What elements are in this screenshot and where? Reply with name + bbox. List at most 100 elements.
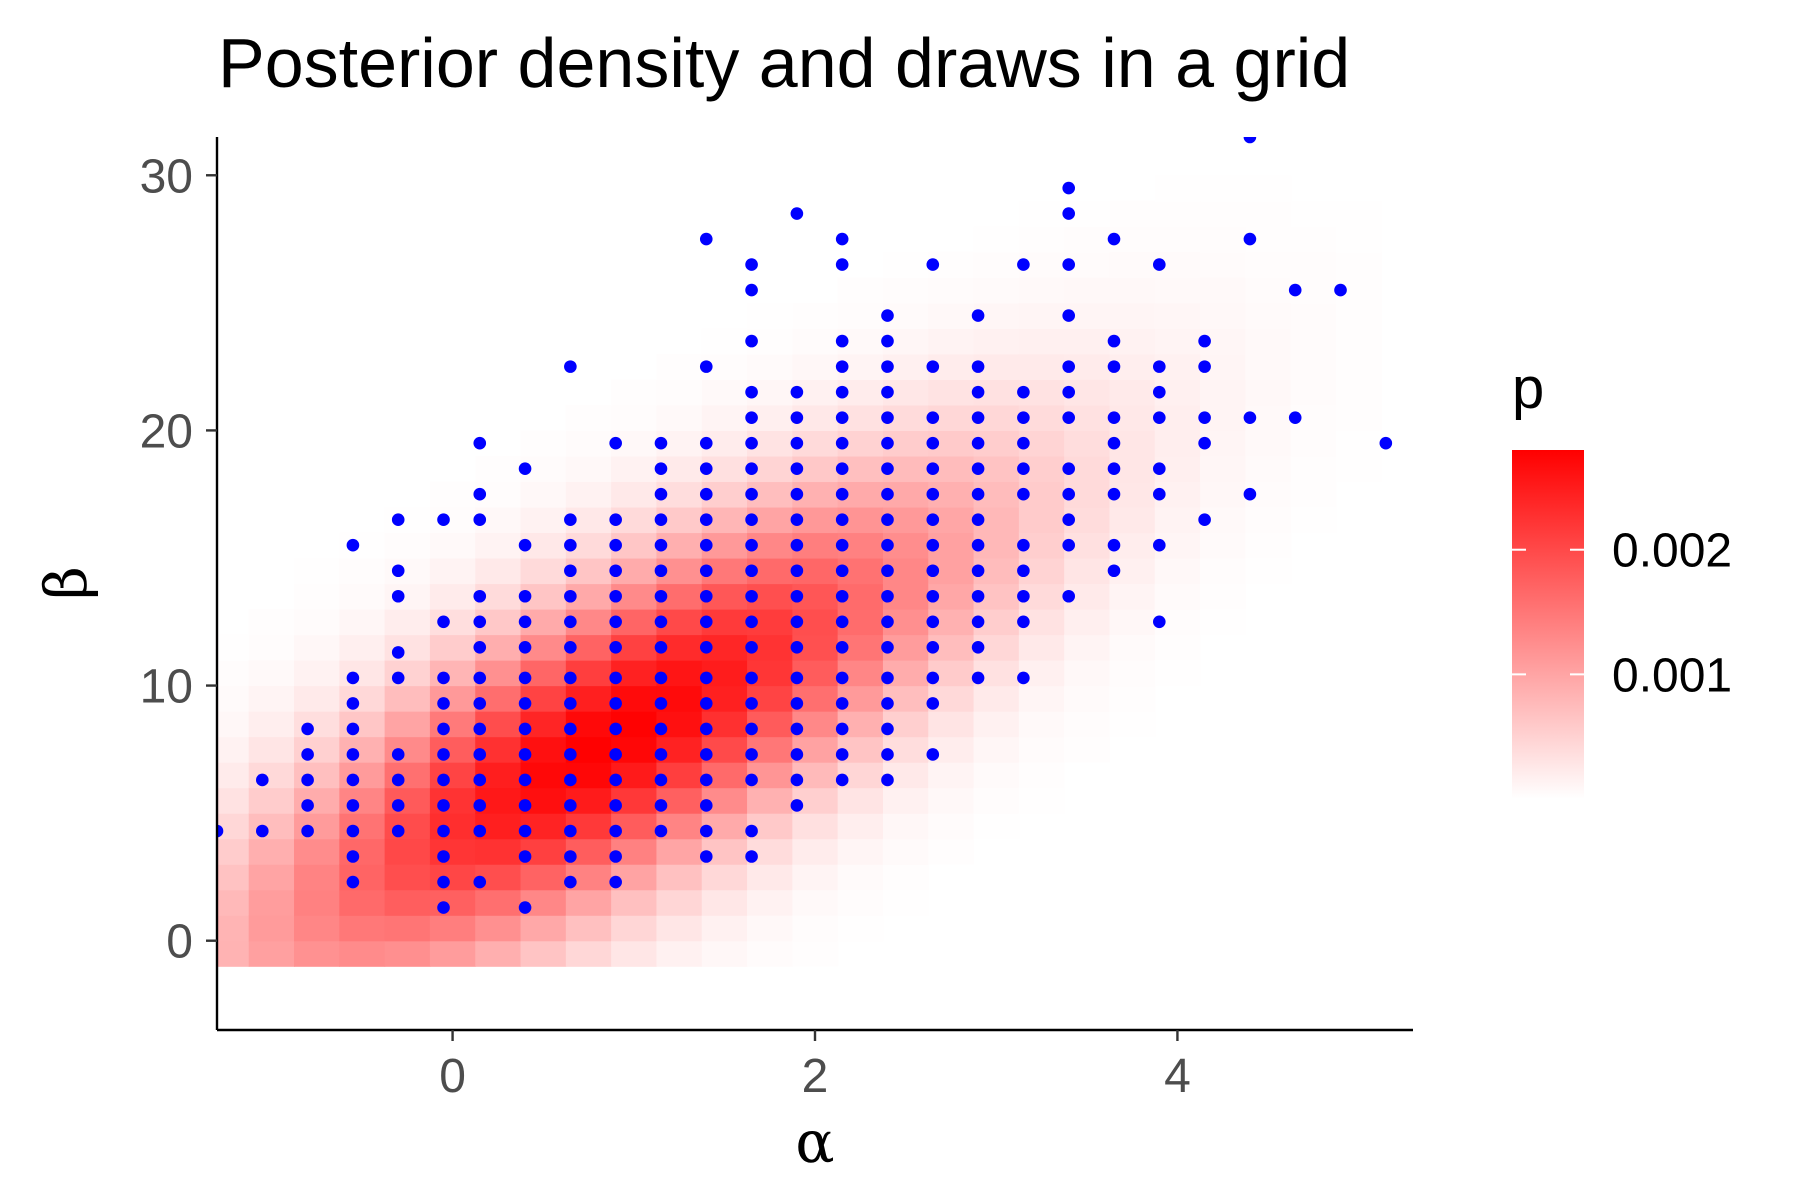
density-tile-92 (429, 889, 476, 916)
density-tile-246 (747, 889, 793, 916)
draw-point-55 (518, 824, 532, 838)
draw-point-254 (1062, 513, 1075, 527)
density-tile-472 (1154, 430, 1201, 457)
density-tile-372 (973, 813, 1020, 840)
draw-point-215 (926, 640, 940, 654)
density-tile-502 (1245, 532, 1292, 559)
draw-point-202 (881, 538, 894, 552)
legend-label-0.002: 0.002 (1612, 525, 1732, 578)
density-tile-193 (611, 404, 658, 432)
density-tile-393 (973, 277, 1020, 304)
density-tile-529 (1290, 200, 1337, 227)
draw-point-137 (745, 748, 758, 761)
density-tile-216 (656, 404, 703, 432)
density-tile-477 (1154, 302, 1201, 329)
draw-point-244 (1017, 564, 1030, 578)
draw-point-12 (346, 773, 360, 787)
y-axis-title: β (32, 566, 100, 600)
density-tile-124 (475, 557, 522, 585)
draw-point-6 (301, 748, 314, 761)
draw-point-152 (745, 334, 758, 348)
density-tile-7 (158, 762, 204, 788)
draw-point-178 (835, 640, 849, 654)
density-tile-15 (217, 864, 250, 891)
density-tile-267 (747, 353, 793, 380)
density-tile-88 (384, 532, 431, 559)
density-tile-298 (837, 864, 884, 891)
density-tile-374 (973, 762, 1020, 789)
draw-point-225 (926, 360, 940, 373)
density-tile-400 (1018, 685, 1065, 712)
draw-point-62 (518, 640, 532, 654)
draw-point-105 (654, 671, 668, 685)
draw-point-9 (346, 850, 360, 863)
density-tile-27 (248, 889, 295, 916)
density-tile-240 (701, 404, 748, 432)
density-tile-524 (1290, 328, 1337, 355)
density-tile-450 (1109, 506, 1156, 534)
draw-point-162 (790, 615, 804, 629)
density-tile-36 (248, 660, 295, 687)
draw-point-221 (926, 487, 940, 501)
draw-point-52 (473, 436, 487, 450)
draw-point-155 (790, 799, 804, 812)
density-tile-520 (1290, 430, 1337, 457)
draw-point-271 (1107, 334, 1121, 348)
density-tile-511 (1245, 302, 1292, 329)
draw-point-28 (437, 875, 450, 889)
density-tile-243 (701, 328, 748, 355)
density-tile-103 (429, 609, 476, 636)
density-tile-8 (158, 737, 204, 763)
draw-point-54 (518, 850, 532, 863)
draw-point-181 (835, 564, 849, 578)
draw-point-222 (926, 462, 940, 475)
draw-point-26 (391, 513, 405, 527)
density-tile-353 (928, 711, 975, 738)
density-tile-512 (1245, 277, 1292, 304)
draw-point-293 (1379, 436, 1393, 450)
density-tile-321 (837, 277, 884, 304)
draw-point-103 (654, 722, 668, 736)
density-tile-34 (248, 711, 295, 738)
density-tile-324 (882, 838, 929, 865)
density-tile-18 (217, 787, 250, 814)
density-tile-19 (217, 762, 250, 789)
draw-point-19 (391, 799, 405, 812)
draw-point-234 (971, 487, 985, 501)
density-tile-500 (1200, 175, 1246, 202)
draw-point-179 (835, 615, 849, 629)
density-tile-73 (384, 915, 431, 942)
draw-point-108 (654, 589, 668, 603)
density-tile-462 (1109, 200, 1156, 227)
draw-point-232 (971, 538, 985, 552)
density-tile-398 (1018, 736, 1065, 763)
draw-point-92 (609, 640, 622, 654)
density-tile-414 (1018, 328, 1065, 355)
draw-point-100 (654, 799, 668, 812)
density-tile-98 (429, 736, 476, 763)
draw-point-89 (609, 722, 622, 736)
density-tile-146 (520, 506, 567, 534)
draw-point-76 (564, 640, 577, 654)
density-tile-296 (837, 915, 884, 942)
draw-point-247 (1017, 462, 1030, 475)
draw-point-25 (391, 564, 405, 578)
density-tile-24 (217, 634, 250, 661)
density-tile-171 (565, 404, 612, 432)
density-tile-51 (294, 634, 340, 661)
draw-point-42 (473, 773, 487, 787)
density-tile-37 (248, 634, 295, 661)
legend-label-0.001: 0.001 (1612, 649, 1732, 702)
density-tile-415 (1018, 302, 1065, 329)
draw-point-131 (699, 436, 713, 450)
density-tile-421 (1064, 711, 1111, 738)
density-tile-391 (973, 328, 1020, 355)
density-tile-25 (248, 940, 295, 967)
density-tile-43 (294, 838, 340, 865)
draw-point-161 (790, 640, 804, 654)
draw-point-97 (609, 513, 622, 527)
draw-point-95 (609, 564, 622, 578)
points-layer (217, 137, 1393, 914)
density-tile-198 (656, 864, 703, 891)
draw-point-173 (835, 773, 849, 787)
